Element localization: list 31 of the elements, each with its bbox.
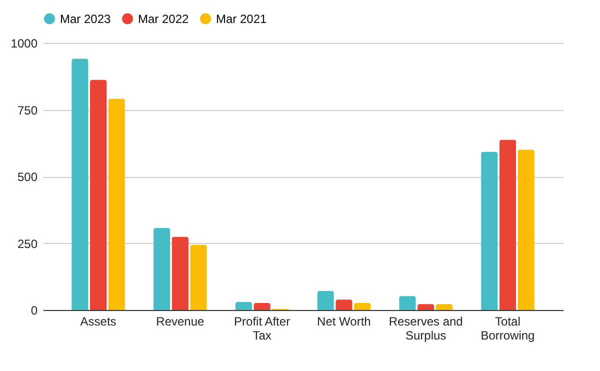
legend-label: Mar 2022 [138,12,190,26]
x-tick-label: Net Worth [317,314,371,328]
bar [108,98,125,310]
bar [436,304,452,310]
x-tick-label: Revenue [156,314,205,328]
x-tick-label: Total Borrowing [480,314,535,342]
x-tick-label: Profit After Tax [234,314,290,342]
bar [190,244,207,310]
legend-label: Mar 2023 [60,12,112,26]
x-tick-label: Reserves and Surplus [388,314,463,342]
y-tick-label: 750 [17,103,38,118]
bar [518,150,534,310]
y-tick-label: 0 [30,304,38,318]
bar [481,152,498,310]
bar [72,58,88,310]
y-tick-label: 500 [17,170,38,184]
x-tick-label: Assets [80,314,116,328]
bar [254,303,270,310]
y-tick-label: 250 [17,236,38,251]
bar [418,304,434,310]
bar [172,236,188,310]
bar [336,300,352,310]
bar [354,303,371,310]
bar [317,291,334,310]
bar [235,302,252,310]
bar [154,228,170,310]
bar [90,80,107,310]
bar [499,140,516,310]
bar [399,296,416,310]
y-tick-label: 1000 [10,36,38,50]
legend-label: Mar 2021 [216,12,268,26]
